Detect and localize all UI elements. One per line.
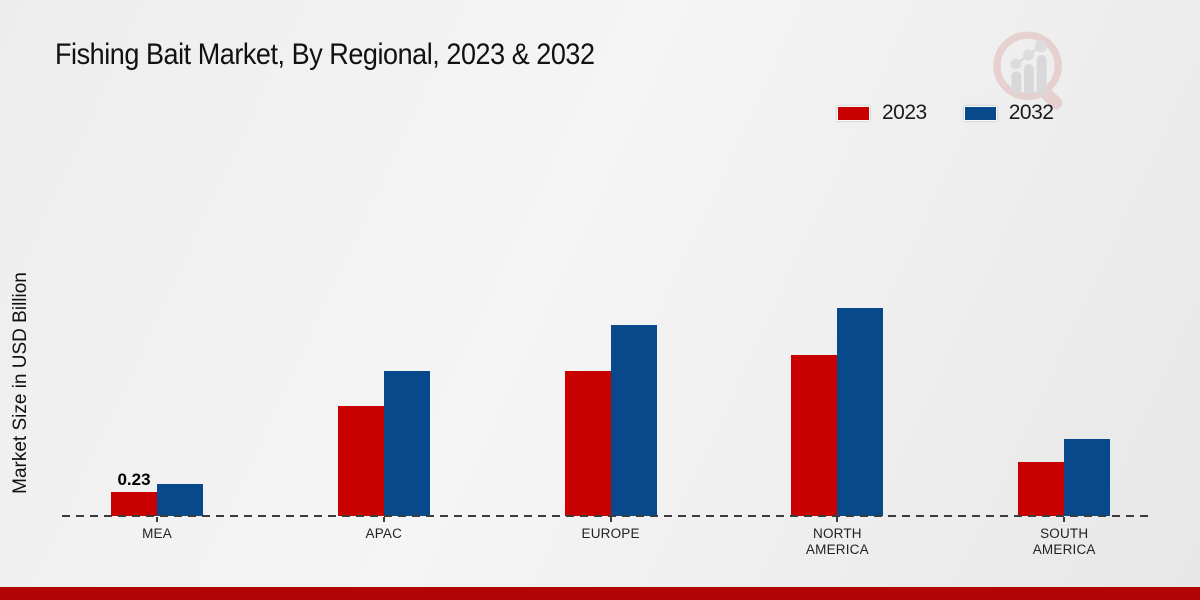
bar-2023-north-america [791, 355, 838, 516]
x-axis-baseline [62, 515, 1148, 517]
x-axis-label-apac: APAC [365, 526, 403, 541]
data-label-2023-mea: 0.23 [117, 470, 151, 489]
legend-label-2023: 2023 [882, 101, 927, 124]
bar-2023-apac [337, 406, 384, 516]
legend: 2023 2032 [837, 101, 1054, 125]
x-axis-tick-south-america [1063, 517, 1066, 522]
x-axis-label-south-america: SOUTH AMERICA [1032, 526, 1096, 557]
x-axis-tick-mea [156, 517, 158, 522]
legend-label-2032: 2032 [1008, 101, 1054, 124]
x-axis-tick-north-america [836, 517, 839, 522]
bar-2032-mea [157, 484, 203, 516]
legend-swatch-2032 [963, 105, 997, 121]
bar-2032-europe [610, 325, 657, 516]
bar-2023-europe [564, 371, 611, 516]
x-axis-label-europe: EUROPE [581, 526, 640, 541]
bar-2023-south-america [1018, 462, 1065, 516]
bar-2032-apac [383, 371, 430, 516]
x-axis-label-mea: MEA [142, 526, 172, 541]
bar-2032-north-america [837, 308, 884, 516]
legend-swatch-2023 [837, 105, 870, 121]
legend-item-2032: 2032 [963, 101, 1054, 125]
x-axis-label-north-america: NORTH AMERICA [805, 526, 869, 557]
x-axis-tick-apac [382, 517, 385, 522]
chart-title: Fishing Bait Market, By Regional, 2023 &… [55, 38, 595, 71]
legend-item-2023: 2023 [837, 101, 927, 125]
magnifier-bar-chart-logo-icon [993, 31, 1063, 110]
footer-stripe [0, 587, 1200, 600]
x-axis-tick-europe [609, 517, 612, 522]
bar-2032-south-america [1064, 439, 1111, 516]
bar-2023-mea [111, 492, 157, 516]
